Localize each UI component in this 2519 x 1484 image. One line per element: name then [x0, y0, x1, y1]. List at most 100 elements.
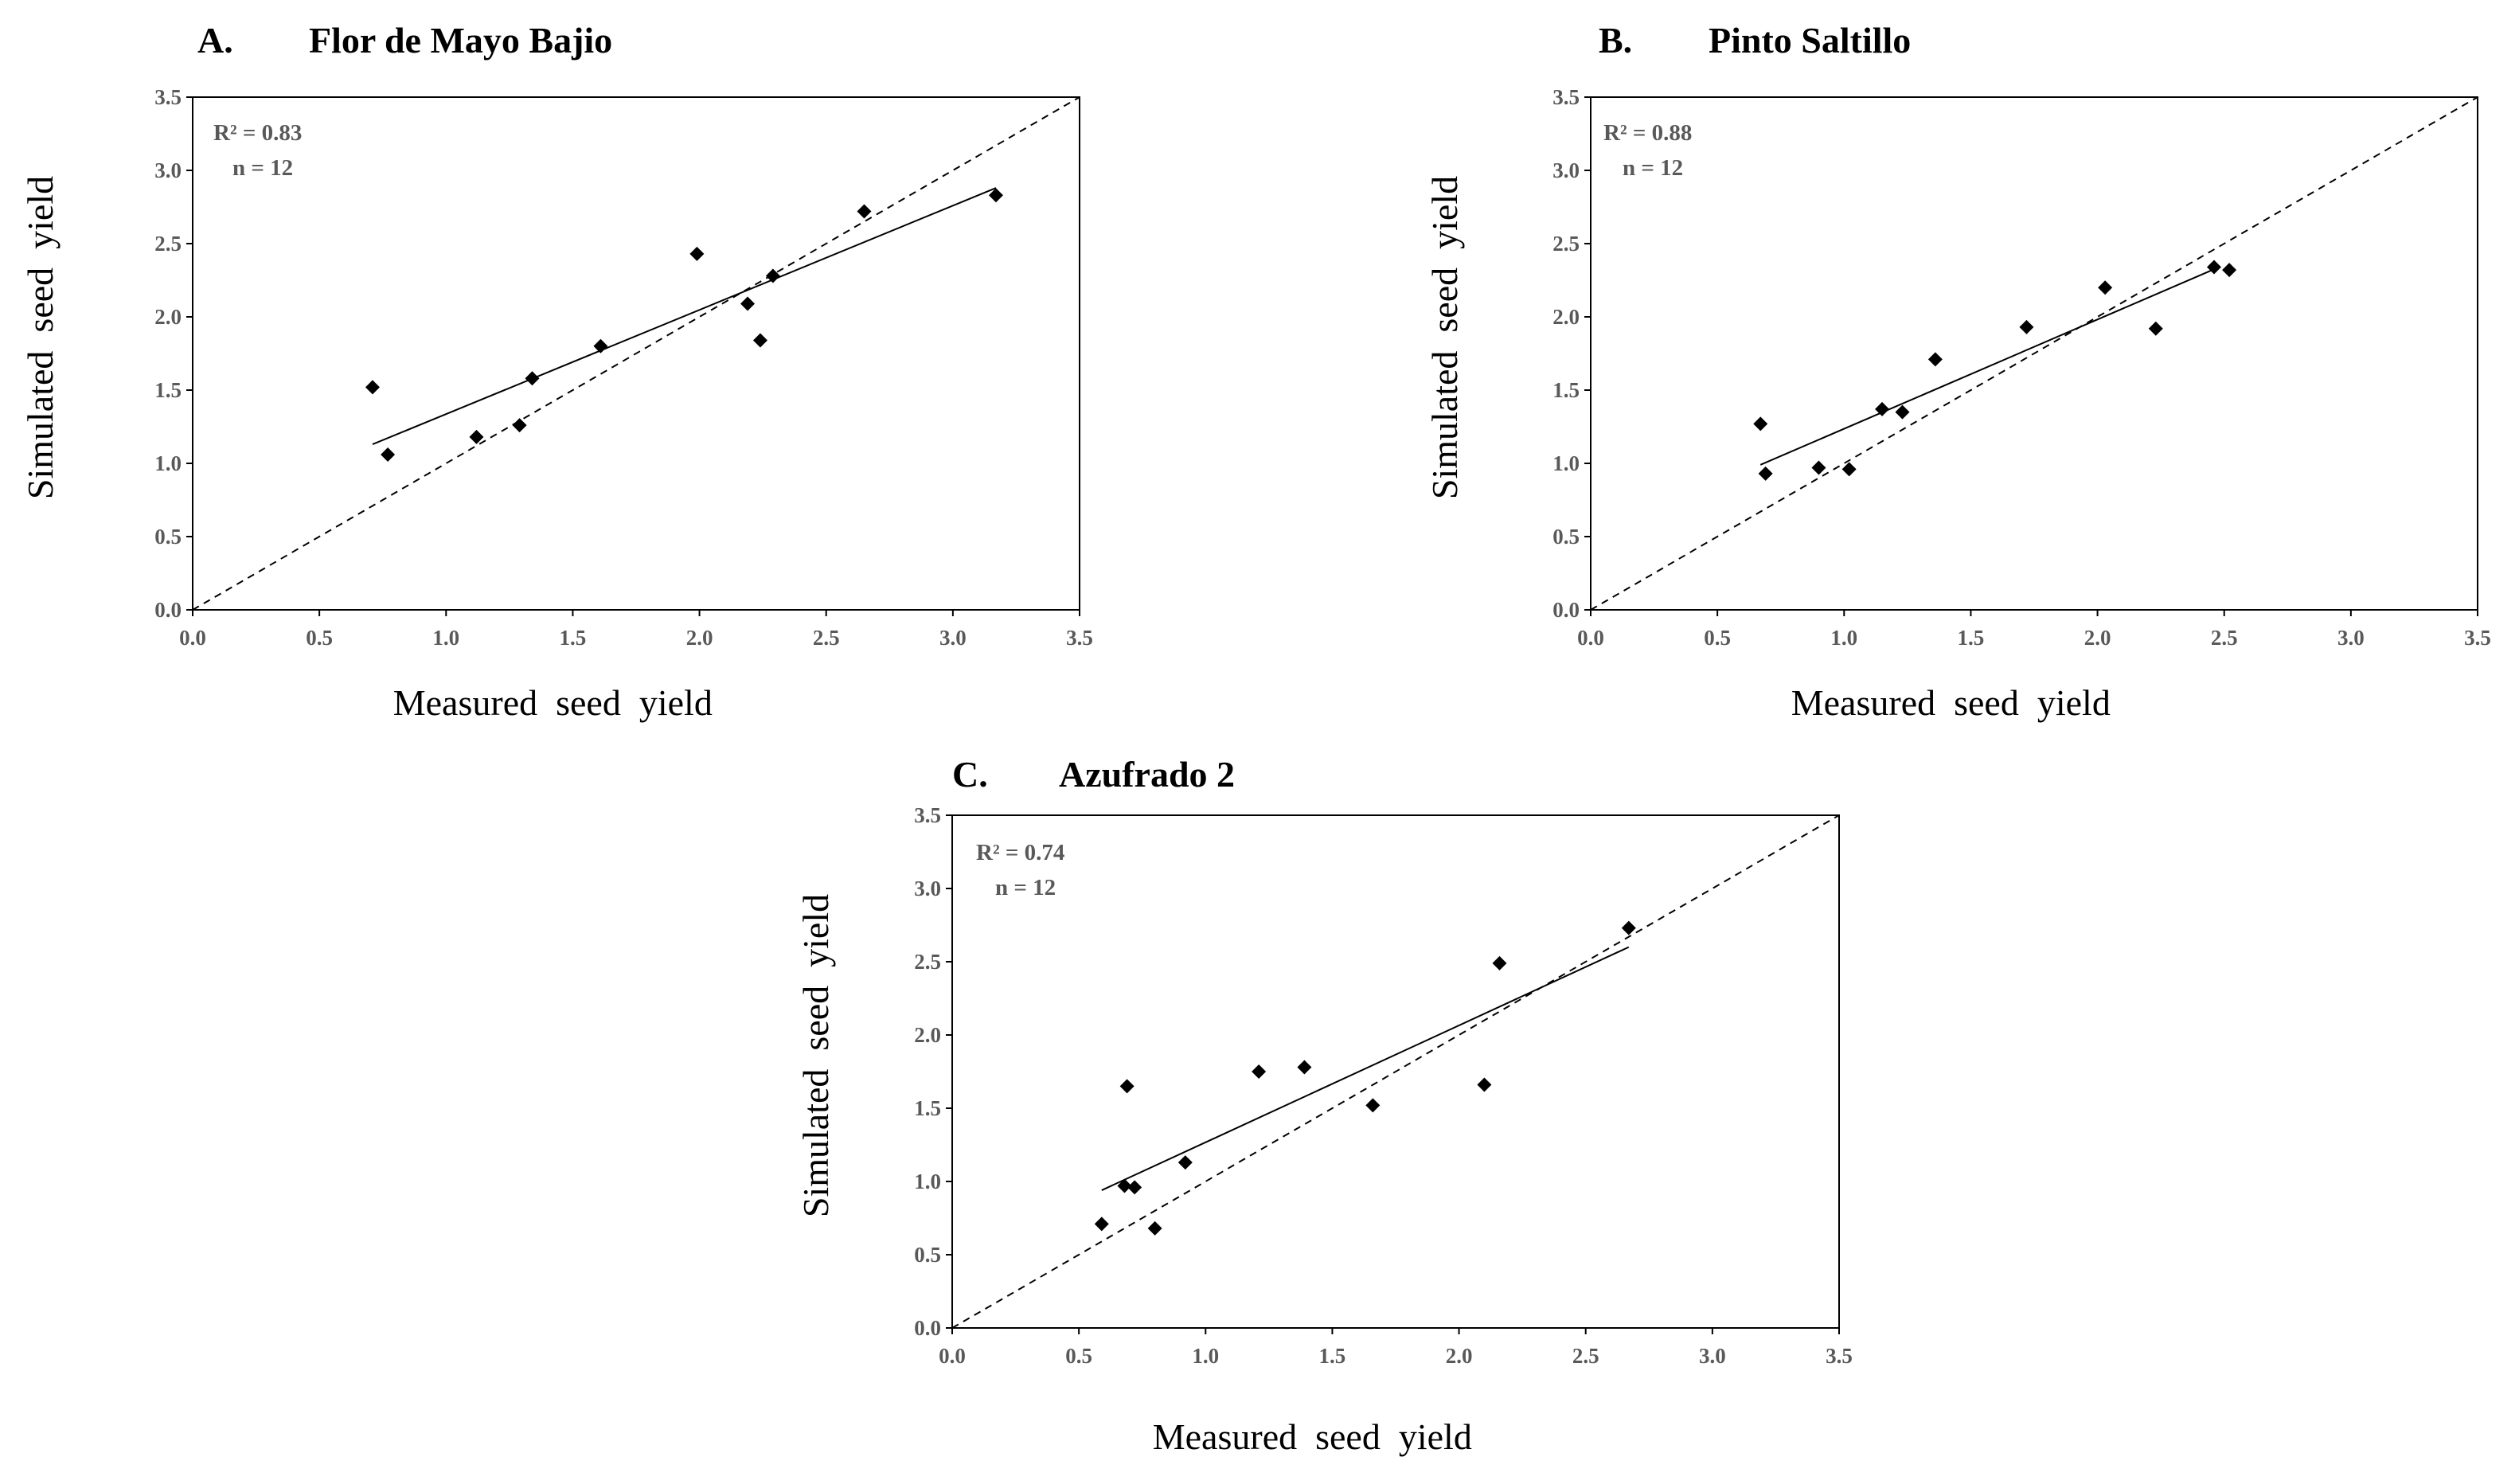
x-tick-label: 3.0: [1699, 1344, 1726, 1368]
y-tick-label: 2.5: [914, 950, 941, 974]
y-tick-label: 2.0: [1552, 305, 1580, 329]
x-tick-label: 2.0: [2084, 626, 2111, 650]
data-point: [525, 371, 540, 386]
data-point: [1621, 920, 1636, 935]
r-squared-label: R² = 0.83: [213, 120, 302, 146]
data-point: [512, 418, 527, 433]
y-tick-label: 2.0: [914, 1023, 941, 1047]
data-point: [1147, 1220, 1162, 1236]
y-tick-label: 3.0: [154, 158, 182, 182]
sample-size-label: n = 12: [995, 875, 1056, 900]
identity-line: [951, 814, 1840, 1329]
data-point: [765, 268, 780, 283]
x-tick-label: 2.5: [2211, 626, 2238, 650]
identity-line: [1590, 96, 2478, 611]
data-point: [2148, 321, 2163, 336]
x-tick-label: 1.0: [1192, 1344, 1219, 1368]
data-point: [1127, 1180, 1142, 1195]
y-tick-label: 2.5: [154, 232, 182, 256]
plot-area-frame: [1590, 96, 2478, 611]
chart-panel-a: 0.0 0.5 1.0 1.5 2.0 2.5 3.0 3.5 0.0 0.5 1.0 1.5 2.0 2…: [20, 20, 1093, 723]
y-tick-label: 2.0: [154, 305, 182, 329]
data-point: [469, 429, 484, 444]
trend-line: [1101, 946, 1630, 1191]
data-point: [593, 338, 608, 353]
x-tick-label: 0.0: [179, 626, 206, 650]
y-tick-label: 3.0: [914, 877, 941, 900]
chart-panel-b: 0.0 0.5 1.0 1.5 2.0 2.5 3.0 3.5 0.0 0.5 1.0 1.5 2.0 2…: [1424, 20, 2491, 723]
y-tick-label: 2.5: [1552, 232, 1580, 256]
x-tick-label: 1.0: [432, 626, 459, 650]
x-tick-label: 2.0: [686, 626, 713, 650]
data-point: [752, 333, 767, 348]
data-point: [1094, 1216, 1109, 1232]
trend-line: [1759, 266, 2220, 466]
x-tick-label: 1.5: [560, 626, 587, 650]
panel-letter: B.: [1599, 20, 1632, 61]
chart-panel-c: 0.0 0.5 1.0 1.5 2.0 2.5 3.0 3.5 0.0 0.5 1.0 1.5 2.0 2…: [795, 754, 1853, 1457]
data-point: [2206, 260, 2221, 275]
x-tick-label: 1.0: [1830, 626, 1857, 650]
panel-letter: A.: [197, 20, 233, 61]
x-tick-label: 0.5: [306, 626, 333, 650]
data-point: [1927, 352, 1943, 367]
panel-letter: C.: [952, 754, 988, 795]
data-point: [988, 188, 1003, 203]
x-tick-label: 1.5: [1958, 626, 1985, 650]
data-point: [1753, 416, 1768, 432]
y-tick-label: 1.5: [914, 1096, 941, 1120]
data-point: [689, 246, 705, 261]
x-tick-label: 2.0: [1446, 1344, 1473, 1368]
data-point: [1252, 1064, 1267, 1079]
data-point: [1477, 1077, 1492, 1092]
data-point: [1297, 1060, 1312, 1075]
x-tick-label: 3.5: [1066, 626, 1093, 650]
x-tick-label: 2.5: [1572, 1344, 1599, 1368]
y-tick-label: 3.5: [154, 85, 182, 109]
x-tick-label: 3.0: [939, 626, 967, 650]
y-axis-label: Simulated seed yield: [795, 894, 836, 1217]
data-point: [1177, 1155, 1193, 1170]
data-point: [1811, 460, 1826, 475]
x-tick-label: 0.0: [939, 1344, 966, 1368]
data-point: [1117, 1178, 1132, 1193]
x-tick-label: 2.5: [813, 626, 840, 650]
y-tick-label: 3.5: [914, 803, 941, 827]
data-point: [740, 296, 756, 311]
x-tick-label: 0.5: [1065, 1344, 1092, 1368]
data-point: [2222, 263, 2237, 278]
r-squared-label: R² = 0.74: [976, 840, 1064, 865]
y-tick-label: 0.5: [154, 525, 182, 549]
y-tick-label: 1.5: [1552, 378, 1580, 402]
x-tick-label: 1.5: [1319, 1344, 1346, 1368]
y-tick-label: 1.5: [154, 378, 182, 402]
data-point: [857, 204, 872, 219]
y-tick-label: 0.0: [914, 1316, 941, 1340]
y-tick-label: 0.5: [914, 1243, 941, 1267]
y-tick-label: 1.0: [914, 1170, 941, 1193]
y-tick-label: 1.0: [154, 451, 182, 475]
x-tick-label: 0.5: [1704, 626, 1731, 650]
x-tick-label: 3.5: [2464, 626, 2491, 650]
r-squared-label: R² = 0.88: [1603, 120, 1692, 146]
sample-size-label: n = 12: [1623, 155, 1683, 181]
data-point: [365, 380, 380, 395]
y-tick-label: 0.5: [1552, 525, 1580, 549]
y-tick-label: 0.0: [1552, 598, 1580, 622]
x-axis-label: Measured seed yield: [1791, 682, 2111, 723]
x-tick-label: 3.0: [2337, 626, 2365, 650]
identity-line: [192, 96, 1080, 611]
chart-title: Azufrado 2: [1059, 754, 1235, 795]
data-point: [2098, 280, 2113, 295]
y-tick-label: 1.0: [1552, 451, 1580, 475]
x-tick-label: 3.5: [1826, 1344, 1853, 1368]
x-axis-label: Measured seed yield: [393, 682, 713, 723]
data-point: [1841, 462, 1857, 477]
y-tick-label: 3.5: [1552, 85, 1580, 109]
x-tick-label: 0.0: [1577, 626, 1604, 650]
data-point: [2019, 319, 2034, 334]
data-point: [1758, 466, 1773, 481]
data-point: [381, 447, 396, 462]
y-tick-label: 3.0: [1552, 158, 1580, 182]
